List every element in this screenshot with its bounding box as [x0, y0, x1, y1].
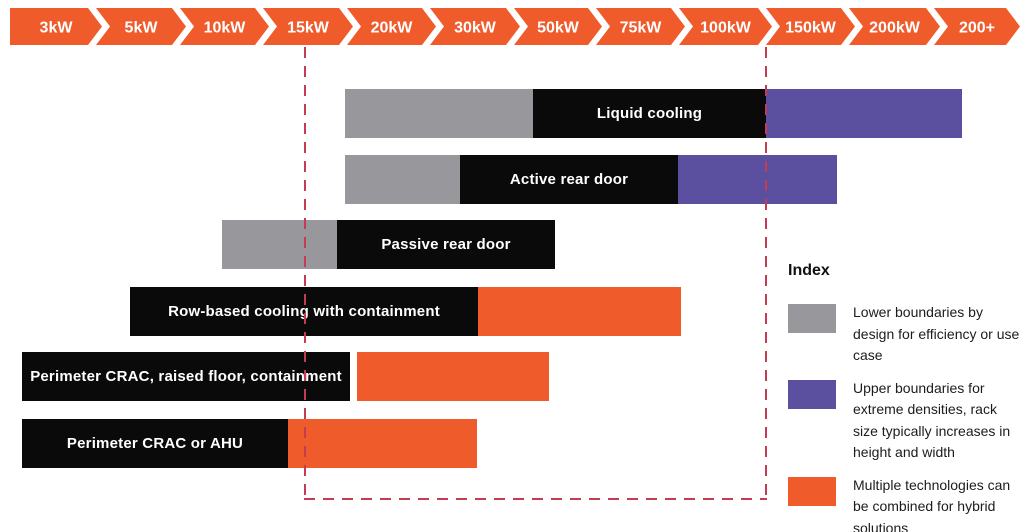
legend-swatch-purple	[788, 379, 836, 409]
axis-segment	[263, 8, 353, 45]
legend-item-hybrid: Multiple technologies can be combined fo…	[788, 475, 1024, 532]
axis-segment	[347, 8, 436, 45]
legend-swatch-orange	[788, 476, 836, 506]
legend-title: Index	[788, 262, 830, 279]
legend-swatch-gray	[788, 304, 836, 333]
overlay-dash-bottom	[304, 498, 767, 500]
bar-label: Perimeter CRAC or AHU	[66, 435, 244, 452]
axis-segment	[514, 8, 602, 45]
overlay-dash-left	[304, 47, 306, 500]
bar-segment-main-range: Liquid cooling	[533, 89, 766, 138]
axis-label: 100kW	[700, 20, 752, 37]
power-density-axis: 3kW 5kW 10kW 15kW 20kW 30kW 50kW 75kW 100kW 150kW…	[10, 8, 1020, 45]
axis-segment	[596, 8, 685, 45]
axis-segment	[679, 8, 772, 45]
axis-label: 3kW	[40, 20, 74, 37]
bar-segment-main-range: Perimeter CRAC or AHU	[22, 419, 288, 468]
axis-segment	[96, 8, 186, 45]
bar-label: Passive rear door	[381, 236, 511, 253]
axis-label: 15kW	[287, 20, 330, 37]
bar-segment-main-range: Active rear door	[460, 155, 678, 204]
axis-segment	[180, 8, 269, 45]
axis-label: 30kW	[454, 20, 497, 37]
axis-segment	[934, 8, 1020, 45]
axis-label: 200kW	[869, 20, 921, 37]
axis-label: 200+	[959, 20, 995, 37]
bar-label: Liquid cooling	[596, 105, 703, 122]
axis-label: 50kW	[537, 20, 580, 37]
legend-item-upper-boundaries: Upper boundaries for extreme densities, …	[788, 378, 1024, 464]
axis-segment	[430, 8, 520, 45]
bar-segment-upper-boundary	[766, 89, 962, 138]
axis-segment	[766, 8, 855, 45]
axis-label: 20kW	[371, 20, 414, 37]
bar-segment-main-range: Perimeter CRAC, raised floor, containmen…	[22, 352, 350, 401]
legend-item-text: Lower boundaries by design for efficienc…	[853, 304, 1020, 363]
axis-label: 150kW	[785, 20, 837, 37]
legend-item-text: Upper boundaries for extreme densities, …	[853, 379, 1011, 461]
axis-label: 75kW	[620, 20, 663, 37]
bar-label: Perimeter CRAC, raised floor, containmen…	[30, 368, 342, 385]
axis-label: 5kW	[125, 20, 159, 37]
bar-segment-lower-boundary	[222, 220, 337, 269]
bar-segment-lower-boundary	[345, 155, 460, 204]
bar-label: Active rear door	[509, 171, 629, 188]
axis-segment	[10, 8, 102, 45]
legend-item-lower-boundaries: Lower boundaries by design for efficienc…	[788, 302, 1024, 367]
bar-segment-hybrid-extension	[288, 419, 477, 468]
bar-segment-lower-boundary	[345, 89, 533, 138]
legend: Index Lower boundaries by design for eff…	[788, 262, 1024, 532]
bar-segment-main-range: Passive rear door	[337, 220, 555, 269]
bar-segment-upper-boundary	[678, 155, 837, 204]
bar-segment-hybrid-extension	[478, 287, 681, 336]
axis-label: 10kW	[204, 20, 247, 37]
bar-segment-hybrid-extension	[357, 352, 549, 401]
overlay-dash-right	[765, 47, 767, 500]
legend-item-text: Multiple technologies can be combined fo…	[853, 476, 1011, 532]
bar-label: Row-based cooling with containment	[168, 303, 440, 320]
axis-segment	[849, 8, 940, 45]
